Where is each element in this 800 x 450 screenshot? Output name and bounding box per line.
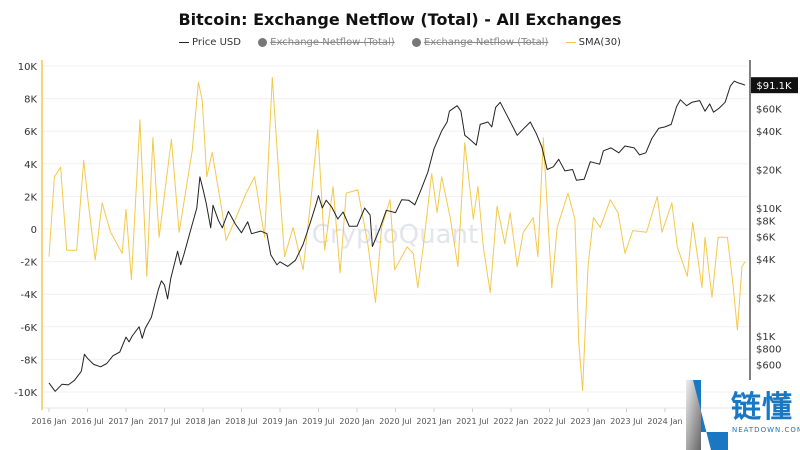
dot-swatch-icon [411, 37, 421, 47]
right-axis-tick-label: $60K [756, 104, 782, 115]
right-axis-tick-label: $800 [756, 344, 781, 355]
legend-item-netflow-2[interactable]: Exchange Netflow (Total) [411, 37, 549, 48]
left-axis-tick-label: 0 [31, 225, 37, 236]
x-axis-tick-label: 2023 Jul [610, 417, 643, 426]
x-axis-tick-label: 2024 Jan [647, 417, 682, 426]
x-axis-tick-label: 2017 Jul [148, 417, 181, 426]
left-axis-tick-label: 8K [24, 95, 37, 106]
legend: Price USD Exchange Netflow (Total) Excha… [0, 37, 800, 48]
x-axis-tick-label: 2017 Jan [108, 417, 143, 426]
chart-title: Bitcoin: Exchange Netflow (Total) - All … [178, 10, 622, 29]
right-axis-tick-label: $8K [756, 216, 776, 227]
legend-label: Price USD [192, 37, 241, 48]
left-axis-tick-label: 4K [24, 160, 37, 171]
right-axis-tick-label: $1K [756, 332, 776, 343]
right-axis-tick-label: $10K [756, 204, 782, 215]
x-axis-tick-label: 2023 Jan [570, 417, 605, 426]
watermark: CryptoQuant [312, 220, 478, 250]
logo-text-cn: 链懂 [731, 390, 793, 425]
legend-item-sma30[interactable]: SMA(30) [565, 37, 621, 48]
left-axis-tick-label: -2K [20, 258, 37, 269]
x-axis-tick-label: 2020 Jan [339, 417, 374, 426]
left-axis-tick-label: -10K [14, 388, 37, 399]
neatdown-logo: 链懂 NEATDOWN.COM [683, 380, 800, 450]
left-axis-tick-label: 6K [24, 127, 37, 138]
x-axis-tick-label: 2021 Jul [456, 417, 489, 426]
line-swatch-icon [179, 41, 190, 43]
sma30-line [48, 76, 746, 391]
legend-item-netflow-1[interactable]: Exchange Netflow (Total) [258, 37, 395, 48]
legend-label: SMA(30) [578, 37, 621, 48]
right-axis-tick-label: $600 [756, 360, 781, 371]
legend-item-price[interactable]: Price USD [179, 37, 241, 48]
right-axis-tick-label: $20K [756, 165, 782, 176]
grid-lines [43, 65, 748, 393]
x-axis-tick-label: 2019 Jan [262, 417, 297, 426]
x-axis-tick-label: 2018 Jan [185, 417, 220, 426]
left-axis-tick-label: -8K [20, 355, 37, 366]
left-axis-tick-label: 10K [18, 62, 38, 73]
price-usd-line [48, 80, 746, 392]
logo-text-en: NEATDOWN.COM [732, 426, 800, 434]
x-axis-tick-label: 2016 Jan [31, 417, 66, 426]
left-axis-tick-label: -6K [20, 323, 37, 334]
right-axis-tick-label: $4K [756, 255, 776, 266]
current-price-badge [751, 77, 798, 94]
x-axis-tick-label: 2019 Jul [302, 417, 335, 426]
logo-mark-icon [686, 380, 728, 450]
dot-swatch-icon [258, 37, 268, 47]
left-axis-tick-label: -4K [20, 290, 37, 301]
legend-label: Exchange Netflow (Total) [270, 37, 395, 48]
right-axis-tick-label: $2K [756, 293, 776, 304]
x-axis-tick-label: 2022 Jan [493, 417, 528, 426]
x-axis-tick-label: 2020 Jul [379, 417, 412, 426]
right-axis-tick-label: $6K [756, 232, 776, 243]
right-axis-tick-label: $40K [756, 127, 782, 138]
line-swatch-icon [565, 41, 576, 43]
x-axis-tick-label: 2016 Jul [71, 417, 104, 426]
x-axis-tick-label: 2021 Jan [416, 417, 451, 426]
left-axis-tick-label: 2K [24, 192, 37, 203]
legend-label: Exchange Netflow (Total) [423, 37, 549, 48]
current-price-label: $91.1K [756, 81, 792, 92]
x-axis-tick-label: 2022 Jul [533, 417, 566, 426]
x-axis-tick-label: 2018 Jul [225, 417, 258, 426]
